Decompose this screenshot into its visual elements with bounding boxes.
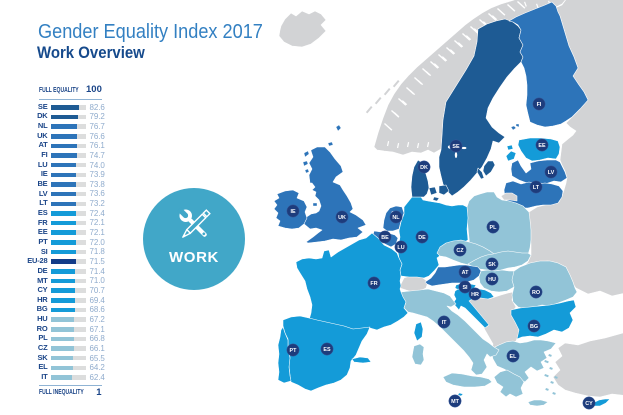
svg-text:PL: PL <box>490 225 498 231</box>
svg-text:CY: CY <box>585 401 593 407</box>
svg-text:FI: FI <box>537 102 542 108</box>
svg-text:LT: LT <box>533 185 540 191</box>
svg-text:BE: BE <box>381 235 389 241</box>
svg-text:SE: SE <box>452 144 460 150</box>
svg-text:SK: SK <box>488 262 496 268</box>
svg-text:DK: DK <box>420 165 428 171</box>
svg-text:BG: BG <box>530 324 538 330</box>
svg-text:AT: AT <box>462 270 469 276</box>
svg-text:ES: ES <box>323 347 331 353</box>
svg-text:RO: RO <box>532 290 540 296</box>
svg-text:MT: MT <box>451 399 459 405</box>
svg-text:PT: PT <box>290 348 298 354</box>
svg-text:HU: HU <box>488 277 496 283</box>
svg-text:UK: UK <box>338 215 346 221</box>
svg-text:SI: SI <box>462 285 468 291</box>
svg-text:CZ: CZ <box>456 248 464 254</box>
svg-text:NL: NL <box>392 215 400 221</box>
svg-text:FR: FR <box>370 281 377 287</box>
svg-text:IE: IE <box>290 209 295 215</box>
svg-text:EL: EL <box>510 354 518 360</box>
svg-text:DE: DE <box>418 235 426 241</box>
svg-text:HR: HR <box>471 292 479 298</box>
svg-text:IT: IT <box>442 320 447 326</box>
svg-text:LU: LU <box>397 245 404 251</box>
svg-text:EE: EE <box>538 143 546 149</box>
svg-text:LV: LV <box>548 170 555 176</box>
